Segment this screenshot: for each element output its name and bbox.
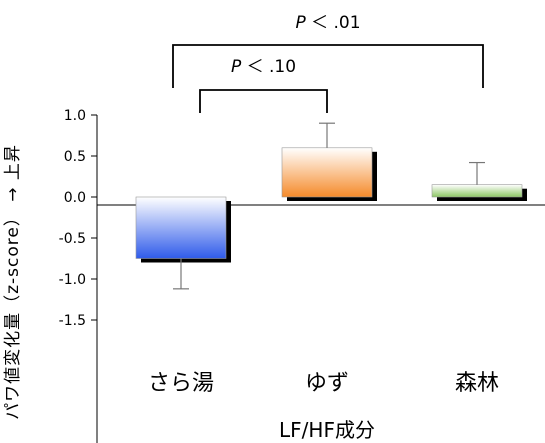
x-axis-label: LF/HF成分 — [279, 418, 375, 442]
significance-bracket-1 — [172, 44, 484, 88]
y-tick-label-2: 0.0 — [64, 190, 86, 206]
significance-bracket-0 — [199, 89, 328, 113]
y-tick-label-3: -0.5 — [59, 231, 86, 247]
category-label-0: さら湯 — [148, 371, 214, 396]
y-tick-label-1: 0.5 — [64, 149, 86, 165]
y-tick-label-0: 1.0 — [64, 108, 86, 124]
bar-0 — [135, 196, 227, 259]
category-label-1: ゆず — [305, 371, 349, 396]
y-tick-label-5: -1.5 — [59, 313, 86, 329]
bar-2 — [431, 184, 523, 198]
significance-label-1: P ＜ .01 — [295, 13, 360, 33]
bar-1 — [281, 147, 373, 198]
category-label-2: 森林 — [455, 371, 499, 396]
y-tick-label-4: -1.0 — [59, 272, 86, 288]
y-axis-label: パワ値変化量（z-score） → 上昇 — [3, 144, 23, 420]
significance-label-0: P ＜ .10 — [231, 57, 296, 77]
